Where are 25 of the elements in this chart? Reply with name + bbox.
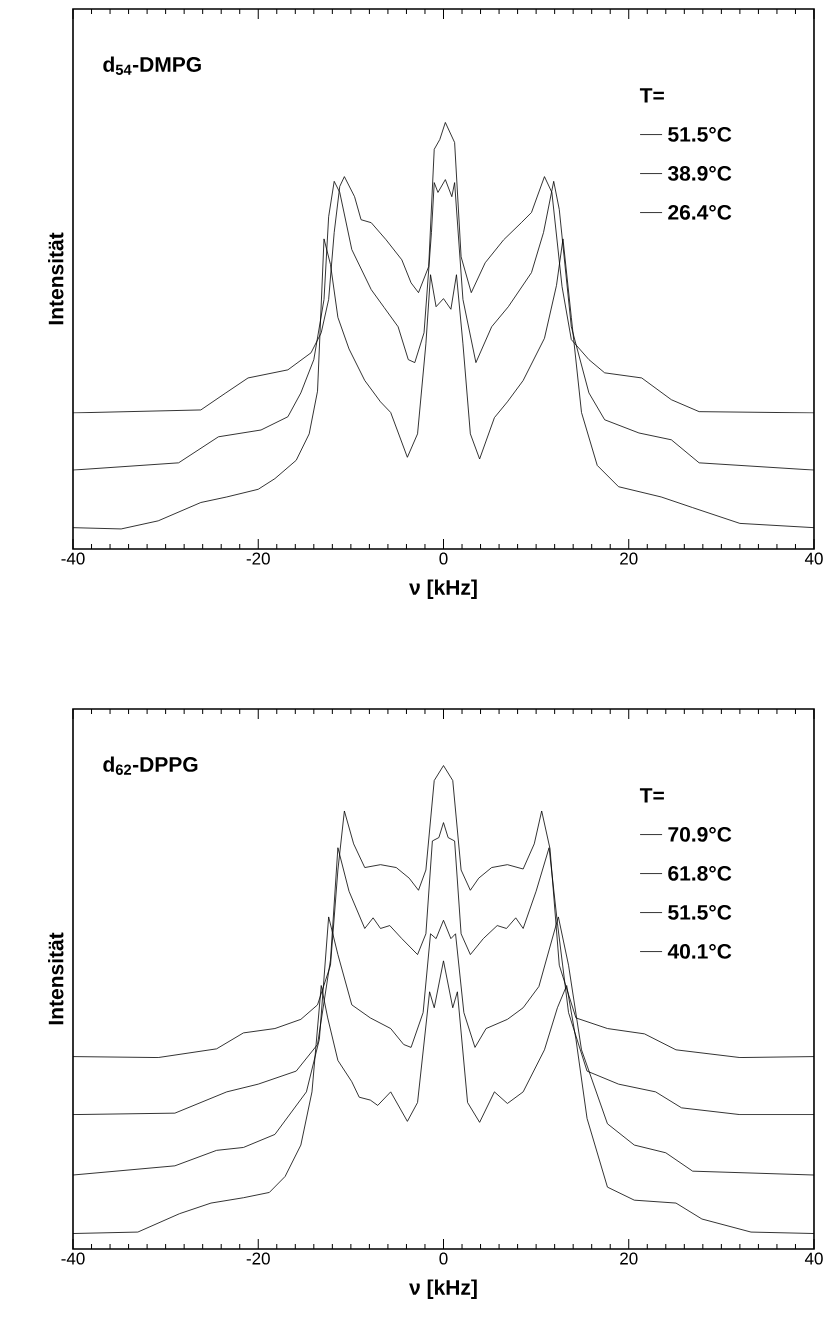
chart-title: d$_{54}$-DMPG xyxy=(103,56,201,75)
x-tick-label: -40 xyxy=(61,1252,85,1265)
legend-label: 51.5°C xyxy=(668,126,732,142)
legend-label: 38.9°C xyxy=(667,165,732,181)
x-tick-label: -40 xyxy=(61,552,85,565)
x-axis-title: ν [kHz] xyxy=(409,579,477,599)
legend-label: 26.4°C xyxy=(668,204,732,220)
x-tick-label: 40 xyxy=(804,1252,823,1265)
x-tick-label: 40 xyxy=(804,552,823,565)
legend-title: T= xyxy=(639,88,664,103)
legend-title: T= xyxy=(639,788,664,803)
legend-label: 70.9°C xyxy=(668,826,732,842)
chart-title: d$_{62}$-DPPG xyxy=(103,756,198,775)
x-tick-label: 0 xyxy=(439,552,448,565)
x-tick-label: 0 xyxy=(439,1252,448,1265)
x-tick-label: 20 xyxy=(620,552,638,565)
legend-label: 61.8°C xyxy=(668,865,732,881)
x-tick-label: -20 xyxy=(246,1252,270,1265)
x-tick-label: 20 xyxy=(620,1252,638,1265)
x-axis-title: ν [kHz] xyxy=(409,1279,477,1299)
y-axis-title: Intensität xyxy=(48,232,64,325)
legend-label: 51.5°C xyxy=(668,904,732,920)
legend-label: 40.1°C xyxy=(667,943,732,959)
x-tick-label: -20 xyxy=(246,552,270,565)
y-axis-title: Intensität xyxy=(48,932,64,1025)
